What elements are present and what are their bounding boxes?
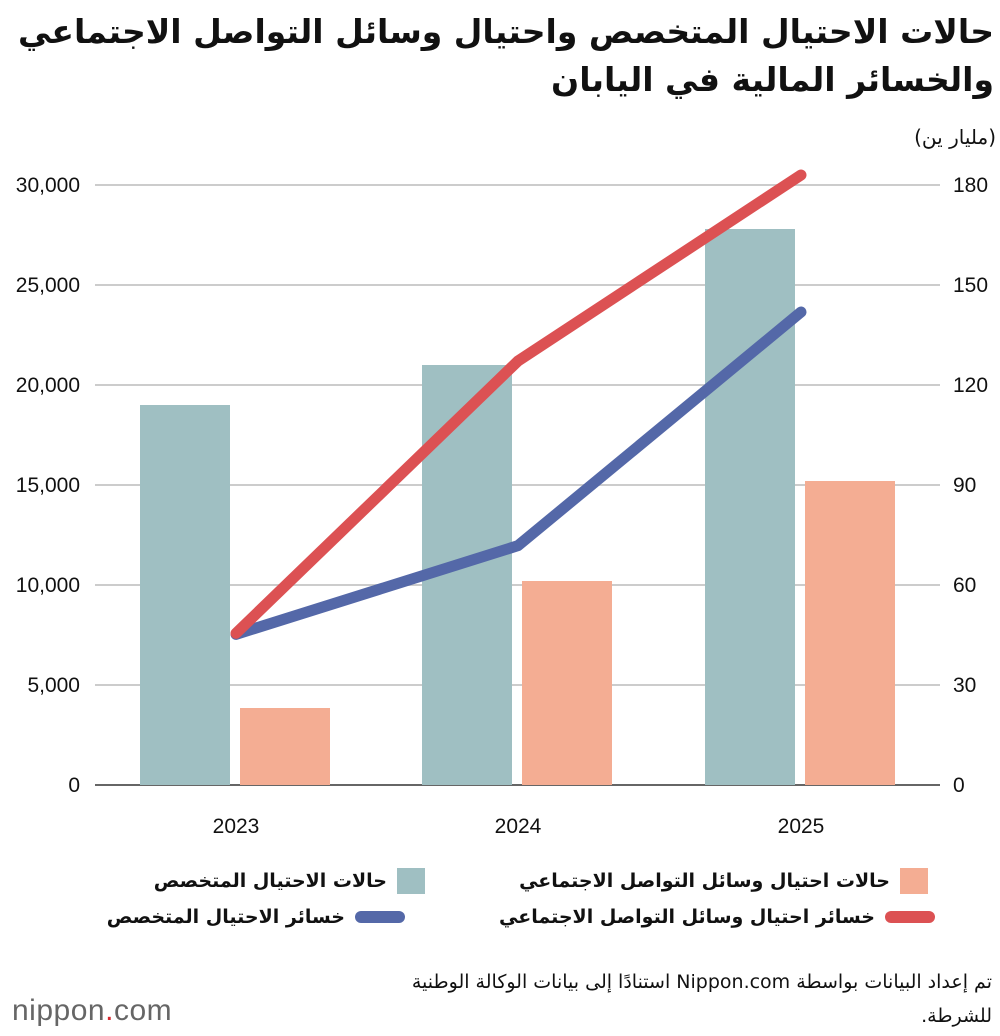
line-sns-losses [230, 169, 807, 639]
bar-sns-cases [805, 481, 895, 785]
legend-label: حالات الاحتيال المتخصص [153, 870, 387, 892]
legend-label: حالات احتيال وسائل التواصل الاجتماعي [519, 870, 890, 892]
bar-special-cases [705, 229, 795, 785]
legend-label: خسائر احتيال وسائل التواصل الاجتماعي [499, 906, 875, 928]
legend-item-special-losses: خسائر الاحتيال المتخصص [107, 906, 405, 928]
legend-item-sns-losses: خسائر احتيال وسائل التواصل الاجتماعي [499, 906, 935, 928]
legend-line [355, 911, 405, 923]
bar-sns-cases [522, 581, 612, 785]
right-axis-unit: (مليار ين) [914, 125, 996, 149]
chart-title: حالات الاحتيال المتخصص واحتيال وسائل الت… [18, 12, 994, 99]
right-tick-label: 90 [953, 474, 976, 497]
right-tick-label: 120 [953, 374, 988, 397]
left-tick-label: 15,000 [16, 474, 80, 497]
category-label: 2025 [778, 815, 825, 838]
legend-swatch [900, 868, 928, 894]
left-tick-label: 5,000 [27, 674, 80, 697]
logo-suffix: com [113, 994, 173, 1027]
chart: 0 5,000 10,000 15,000 20,000 25,000 30,000 0 30 6… [16, 169, 988, 838]
legend-item-special-cases: حالات الاحتيال المتخصص [154, 868, 425, 894]
nippon-logo: nippon.com [12, 994, 172, 1028]
category-label: 2023 [213, 815, 260, 838]
right-tick-label: 60 [953, 574, 976, 597]
right-tick-label: 0 [953, 774, 965, 797]
left-tick-label: 10,000 [16, 574, 80, 597]
source-note: تم إعداد البيانات بواسطة Nippon.com استن… [411, 971, 992, 1027]
left-tick-label: 20,000 [16, 374, 80, 397]
line-special-losses [230, 306, 807, 640]
legend-label: خسائر الاحتيال المتخصص [106, 906, 345, 928]
bar-sns-cases [240, 708, 330, 785]
right-tick-label: 30 [953, 674, 976, 697]
left-tick-label: 25,000 [16, 274, 80, 297]
left-tick-label: 0 [68, 774, 80, 797]
category-label: 2024 [495, 815, 542, 838]
legend-line [885, 911, 935, 923]
right-tick-label: 180 [953, 174, 988, 197]
logo-dot: . [105, 994, 114, 1027]
legend-swatch [397, 868, 425, 894]
logo-text: nippon [12, 994, 106, 1027]
left-tick-label: 30,000 [16, 174, 80, 197]
right-tick-label: 150 [953, 274, 988, 297]
legend-item-sns-cases: حالات احتيال وسائل التواصل الاجتماعي [519, 868, 928, 894]
bar-special-cases [140, 405, 230, 785]
